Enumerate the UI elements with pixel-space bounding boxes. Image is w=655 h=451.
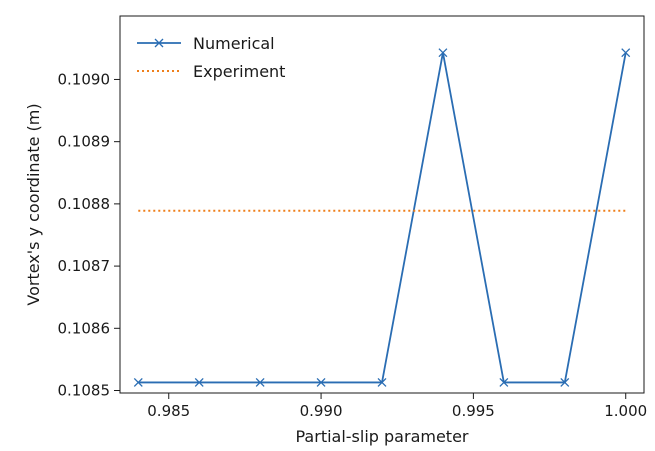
data-point-marker	[438, 48, 448, 58]
series-layer	[133, 48, 631, 387]
data-point-marker	[316, 377, 326, 387]
data-point-marker	[560, 377, 570, 387]
plot-area	[119, 15, 645, 394]
legend: Numerical Experiment	[137, 34, 285, 81]
marker-stroke	[316, 377, 326, 387]
x-tick-label: 0.985	[147, 402, 190, 420]
marker-stroke	[133, 377, 143, 387]
marker-stroke	[194, 377, 204, 387]
x-tick-label: 0.995	[452, 402, 495, 420]
x-axis-label: Partial-slip parameter	[296, 427, 469, 446]
data-point-marker	[499, 377, 509, 387]
marker-stroke	[621, 48, 631, 58]
marker-stroke	[255, 377, 265, 387]
x-axis: 0.985 0.990 0.995 1.000	[147, 393, 647, 420]
y-axis: 0.1085 0.1086 0.1087 0.1088 0.1089 0.1090	[58, 70, 120, 400]
y-tick-label: 0.1087	[58, 257, 111, 275]
y-tick-label: 0.1088	[58, 195, 111, 213]
legend-marker	[154, 38, 164, 48]
marker-stroke	[560, 377, 570, 387]
legend-label: Experiment	[193, 62, 285, 81]
x-tick-label: 1.000	[604, 402, 647, 420]
data-point-marker	[377, 377, 387, 387]
data-point-marker	[194, 377, 204, 387]
plot-border	[119, 15, 645, 394]
legend-entry-numerical: Numerical	[137, 34, 275, 53]
y-axis-label: Vortex's y coordinate (m)	[24, 103, 43, 305]
y-tick-label: 0.1085	[58, 382, 111, 400]
legend-label: Numerical	[193, 34, 275, 53]
x-tick-label: 0.990	[300, 402, 343, 420]
marker-stroke	[377, 377, 387, 387]
data-point-marker	[621, 48, 631, 58]
data-point-marker	[133, 377, 143, 387]
series-line-numerical	[138, 52, 627, 384]
marker-stroke	[438, 48, 448, 58]
data-point-marker	[255, 377, 265, 387]
y-tick-label: 0.1089	[58, 133, 111, 151]
y-tick-label: 0.1086	[58, 319, 111, 337]
y-tick-label: 0.1090	[58, 70, 111, 88]
marker-stroke	[499, 377, 509, 387]
legend-entry-experiment: Experiment	[137, 62, 285, 81]
